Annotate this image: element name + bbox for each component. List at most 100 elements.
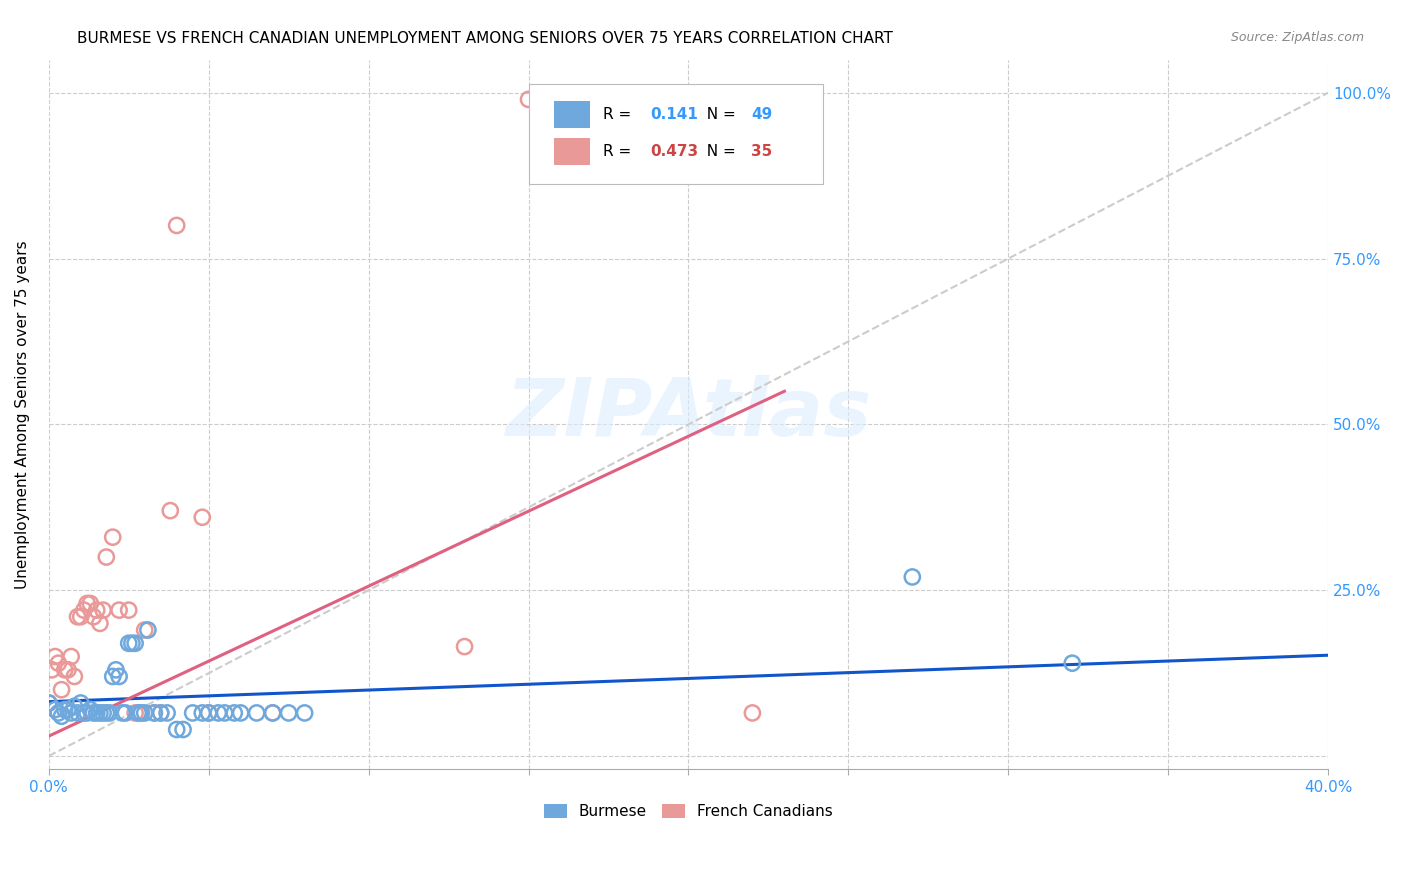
Point <box>131 706 153 720</box>
Point <box>51 709 73 723</box>
Point <box>83 609 105 624</box>
Point <box>46 656 69 670</box>
FancyBboxPatch shape <box>529 85 823 184</box>
Text: BURMESE VS FRENCH CANADIAN UNEMPLOYMENT AMONG SENIORS OVER 75 YEARS CORRELATION : BURMESE VS FRENCH CANADIAN UNEMPLOYMENT … <box>77 31 893 46</box>
Point <box>124 706 146 720</box>
Point <box>224 706 246 720</box>
Text: 0.141: 0.141 <box>650 107 697 121</box>
Point <box>134 706 156 720</box>
Point <box>207 706 229 720</box>
Point <box>86 706 108 720</box>
Point <box>121 636 143 650</box>
Point <box>60 649 83 664</box>
Point <box>38 696 60 710</box>
Point <box>73 706 96 720</box>
Text: 0.473: 0.473 <box>650 145 699 160</box>
Point <box>197 706 219 720</box>
Text: N =: N = <box>697 145 741 160</box>
Point <box>149 706 172 720</box>
Point <box>118 603 141 617</box>
Y-axis label: Unemployment Among Seniors over 75 years: Unemployment Among Seniors over 75 years <box>15 240 30 589</box>
Text: R =: R = <box>603 107 636 121</box>
Point <box>101 669 124 683</box>
FancyBboxPatch shape <box>554 138 591 165</box>
Point <box>1062 656 1084 670</box>
Point <box>56 703 79 717</box>
Point <box>901 570 924 584</box>
Legend: Burmese, French Canadians: Burmese, French Canadians <box>537 798 839 825</box>
Point <box>96 550 118 565</box>
Point <box>76 597 98 611</box>
Text: 49: 49 <box>751 107 772 121</box>
Point <box>53 703 76 717</box>
Point <box>98 706 121 720</box>
Point <box>134 623 156 637</box>
Point <box>191 510 214 524</box>
Point <box>108 603 131 617</box>
Point <box>51 682 73 697</box>
Point <box>156 706 179 720</box>
Point <box>214 706 236 720</box>
Point <box>63 699 86 714</box>
Point <box>108 669 131 683</box>
Point <box>229 706 252 720</box>
Point <box>69 609 91 624</box>
Text: ZIPAtlas: ZIPAtlas <box>505 376 872 453</box>
Text: Source: ZipAtlas.com: Source: ZipAtlas.com <box>1230 31 1364 45</box>
Point <box>124 636 146 650</box>
Text: R =: R = <box>603 145 636 160</box>
Point <box>91 706 114 720</box>
Point <box>294 706 316 720</box>
Point <box>172 723 194 737</box>
Point <box>73 603 96 617</box>
Point <box>38 696 60 710</box>
Point <box>181 706 204 720</box>
Point <box>118 636 141 650</box>
Point <box>159 503 181 517</box>
Point <box>69 696 91 710</box>
Point <box>166 723 188 737</box>
Point <box>127 706 149 720</box>
Point <box>114 706 136 720</box>
FancyBboxPatch shape <box>554 101 591 128</box>
Point <box>262 706 284 720</box>
Point <box>79 597 101 611</box>
Point <box>79 703 101 717</box>
Point <box>60 706 83 720</box>
Point <box>44 703 66 717</box>
Point <box>166 219 188 233</box>
Point <box>453 640 475 654</box>
Text: N =: N = <box>697 107 741 121</box>
Point <box>89 706 111 720</box>
Point <box>136 623 159 637</box>
Point <box>197 706 219 720</box>
Point <box>143 706 166 720</box>
Point <box>741 706 763 720</box>
Point <box>143 706 166 720</box>
Point <box>83 706 105 720</box>
Point <box>91 603 114 617</box>
Point <box>44 649 66 664</box>
Point <box>63 669 86 683</box>
Point <box>101 530 124 544</box>
Point <box>41 663 63 677</box>
Point <box>277 706 299 720</box>
Point <box>53 663 76 677</box>
Point <box>127 706 149 720</box>
Point <box>104 663 127 677</box>
Point <box>46 706 69 720</box>
Point <box>149 706 172 720</box>
Point <box>76 706 98 720</box>
Point <box>66 706 89 720</box>
Point <box>89 616 111 631</box>
Text: 35: 35 <box>751 145 772 160</box>
Point <box>56 663 79 677</box>
Point <box>96 706 118 720</box>
Point <box>517 92 540 106</box>
Point <box>246 706 269 720</box>
Point <box>86 603 108 617</box>
Point <box>66 609 89 624</box>
Point <box>111 706 134 720</box>
Point <box>262 706 284 720</box>
Point <box>191 706 214 720</box>
